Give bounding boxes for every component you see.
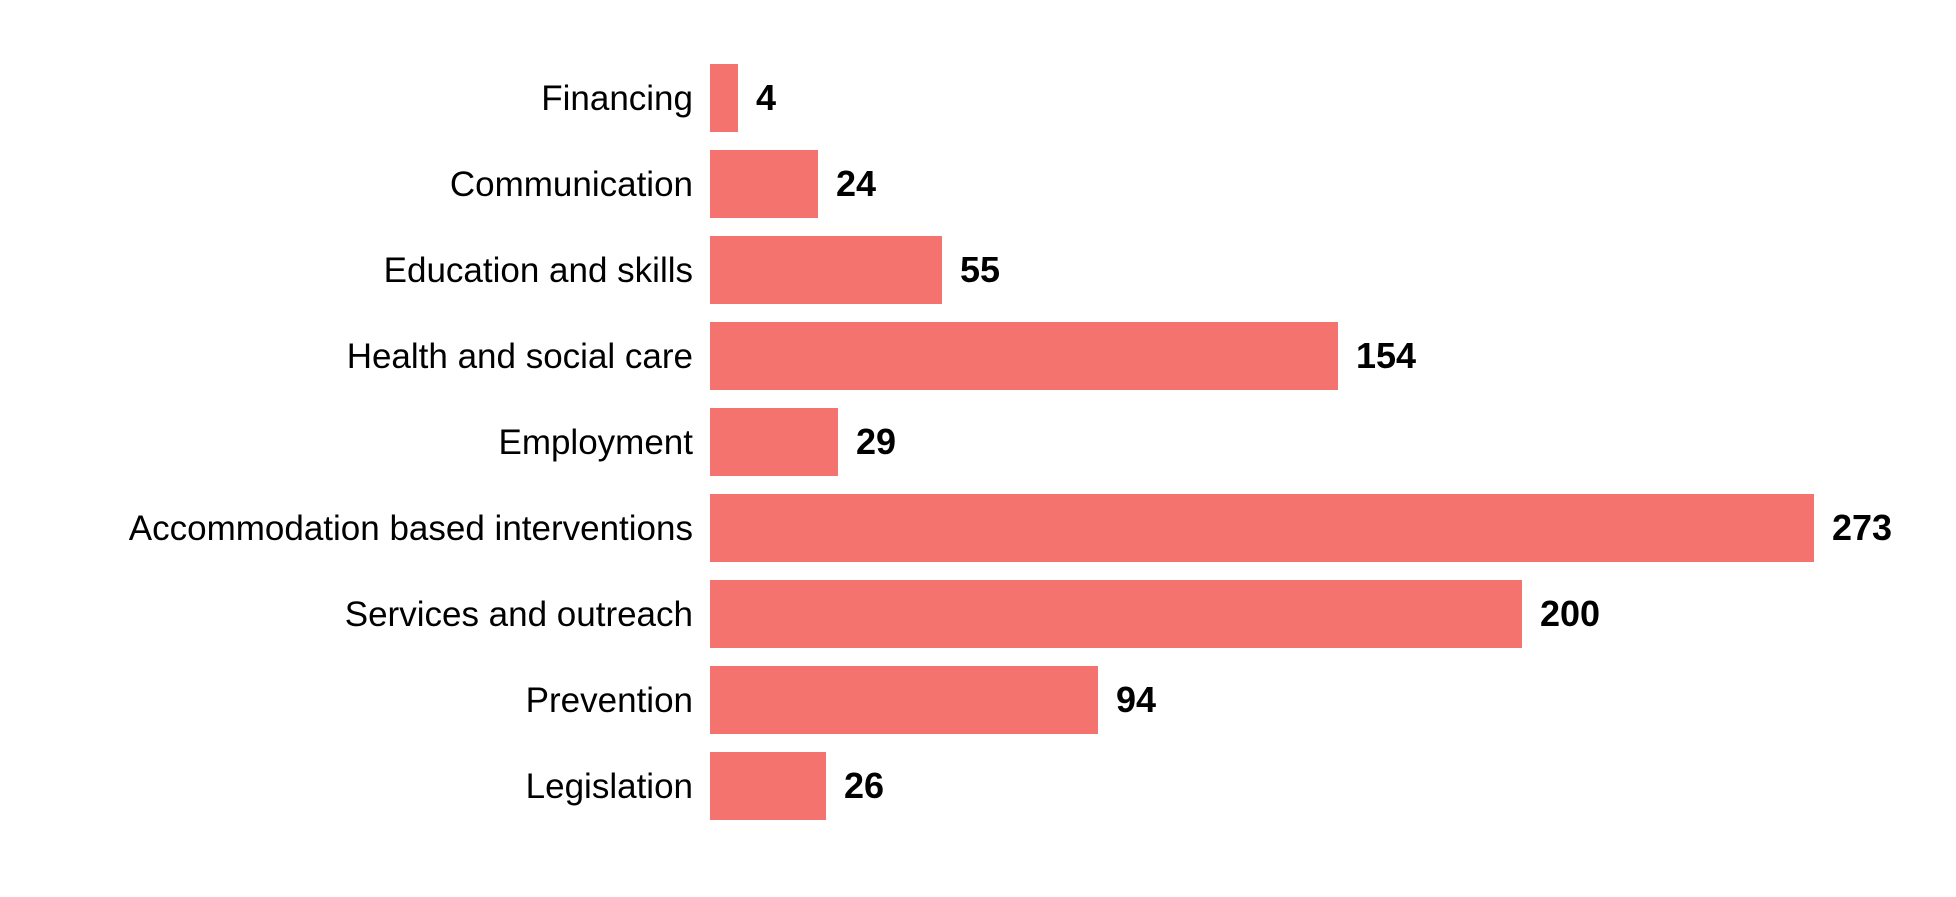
bar-area: 273: [710, 485, 1892, 571]
value-label: 94: [1116, 679, 1157, 720]
category-label: Prevention: [525, 680, 693, 720]
chart-row: Prevention 94: [0, 657, 1956, 743]
bar: [710, 580, 1522, 648]
bar-area: 4: [710, 55, 776, 141]
bar-area: 55: [710, 227, 1000, 313]
bar: [710, 64, 738, 132]
value-label: 200: [1540, 593, 1601, 634]
chart-row: Accommodation based interventions 273: [0, 485, 1956, 571]
category-label: Legislation: [525, 766, 693, 806]
bar: [710, 408, 838, 476]
value-label: 29: [856, 421, 897, 462]
bar-area: 29: [710, 399, 896, 485]
value-label: 4: [756, 77, 777, 118]
bar-area: 24: [710, 141, 876, 227]
chart-row: Financing 4: [0, 55, 1956, 141]
chart-row: Communication 24: [0, 141, 1956, 227]
bar: [710, 236, 942, 304]
bar: [710, 752, 826, 820]
bar: [710, 666, 1098, 734]
value-label: 24: [836, 163, 877, 204]
bar: [710, 150, 818, 218]
category-label: Accommodation based interventions: [128, 508, 693, 548]
value-label: 55: [960, 249, 1001, 290]
value-label: 154: [1356, 335, 1417, 376]
category-label: Health and social care: [346, 336, 693, 376]
bar-area: 26: [710, 743, 884, 829]
value-label: 273: [1832, 507, 1893, 548]
chart-row: Health and social care 154: [0, 313, 1956, 399]
chart-row: Employment 29: [0, 399, 1956, 485]
bar-area: 200: [710, 571, 1600, 657]
category-label: Employment: [498, 422, 693, 462]
chart-row: Legislation 26: [0, 743, 1956, 829]
bar-area: 94: [710, 657, 1156, 743]
bar: [710, 322, 1338, 390]
chart-row: Education and skills 55: [0, 227, 1956, 313]
chart-row: Services and outreach 200: [0, 571, 1956, 657]
category-label: Education and skills: [383, 250, 693, 290]
category-label: Services and outreach: [344, 594, 693, 634]
bar-area: 154: [710, 313, 1416, 399]
category-label: Financing: [541, 78, 693, 118]
value-label: 26: [844, 765, 885, 806]
bar: [710, 494, 1814, 562]
category-label: Communication: [449, 164, 693, 204]
